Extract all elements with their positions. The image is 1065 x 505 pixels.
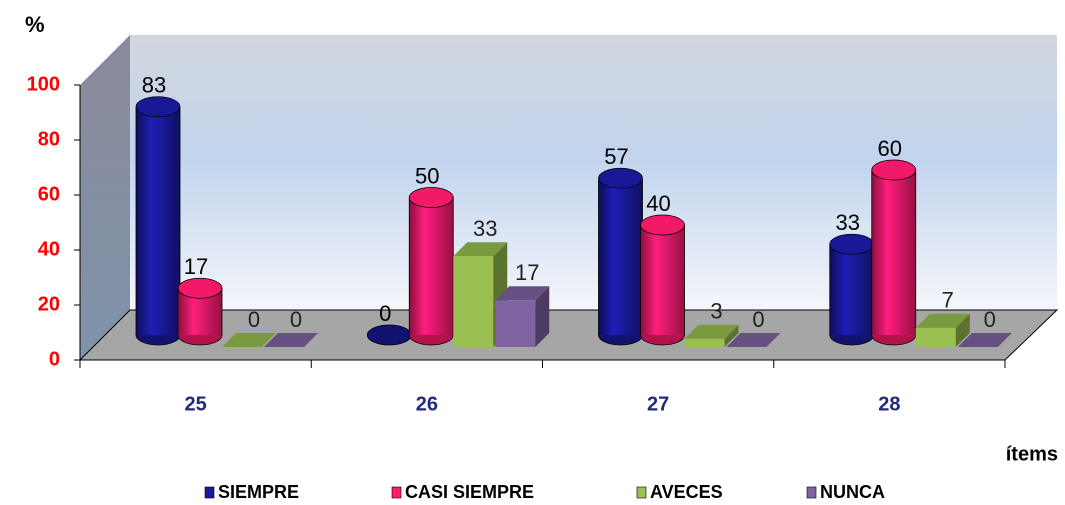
cylinder-bar [135,96,181,346]
x-tick-label: 28 [878,393,900,415]
box-front [495,300,536,347]
box-bar [684,324,739,347]
y-tick-label: 20 [38,293,60,315]
cylinder-bar [366,324,412,346]
box-bar [957,333,1012,347]
cylinder-top [135,96,181,118]
legend-label: SIEMPRE [218,482,299,502]
legend-swatch [204,486,215,499]
box-top [957,333,1012,347]
box-top [264,333,318,347]
box-side [535,286,550,347]
value-label: 0 [379,301,391,326]
legend-label: CASI SIEMPRE [405,482,534,502]
legend-label: AVECES [650,482,723,502]
x-tick-label: 26 [416,393,438,415]
box-side [955,313,970,347]
cylinder-body [409,197,454,335]
value-label: 7 [942,288,954,313]
x-tick-label: 25 [185,393,207,415]
cylinder-body [598,178,643,335]
box-top [915,313,970,328]
cylinder-base [366,324,412,346]
box-bar [264,333,318,347]
legend-swatch [636,486,647,499]
cylinder-body [871,170,916,335]
cylinder-top [598,167,643,189]
side-wall [80,35,130,360]
box-top [684,324,739,339]
value-label: 0 [290,307,302,332]
back-wall [130,35,1057,310]
x-tick-label: 27 [647,393,669,415]
value-label: 33 [836,210,860,235]
cylinder-body [829,244,874,335]
value-label: 0 [752,307,764,332]
box-top [222,333,276,347]
box-bar [726,333,781,347]
legend-swatch [391,486,402,499]
y-tick-label: 0 [49,348,60,370]
y-tick-label: 80 [38,128,60,150]
cylinder-top [640,214,685,236]
box-bar [222,333,276,347]
y-tick-label: 100 [27,73,60,95]
legend-label: NUNCA [820,482,885,502]
plot-frame [78,35,1059,361]
cylinder-body [136,106,180,335]
value-label: 0 [984,307,996,332]
box-front [453,256,494,347]
cylinder-bar [829,233,875,346]
value-label: 83 [142,73,166,98]
x-axis-label: ítems [1006,443,1058,465]
box-front [684,338,725,347]
box-bar [915,313,970,347]
y-tick-label: 60 [38,183,60,205]
value-label: 60 [878,136,902,161]
box-top [726,333,781,347]
box-bar [495,286,550,347]
value-label: 33 [473,216,497,241]
box-side [724,324,739,347]
value-label: 57 [604,144,628,169]
cylinder-bar [177,277,223,346]
value-label: 17 [184,254,208,279]
cylinder-top [871,159,917,181]
value-label: 50 [415,163,439,188]
value-label: 17 [515,260,539,285]
value-label: 3 [710,299,722,324]
box-top [495,286,550,301]
box-front [915,327,956,347]
cylinder-bar [640,214,685,346]
cylinder-body [640,225,685,335]
value-label: 40 [646,191,670,216]
box-top [453,242,508,257]
cylinder-top [408,187,454,208]
cylinder-bar [598,167,643,346]
y-tick-label: 40 [38,238,60,260]
cylinder-top [829,233,875,255]
cylinder-bar [408,187,454,346]
y-axis-label: % [25,12,45,37]
cylinder-bar [871,159,917,346]
value-label: 0 [248,307,260,332]
cylinder-top [177,277,223,299]
legend-swatch [806,486,817,499]
